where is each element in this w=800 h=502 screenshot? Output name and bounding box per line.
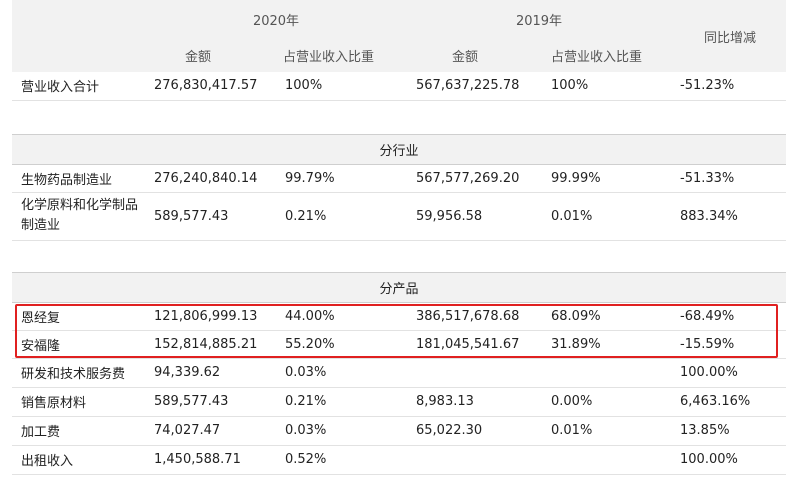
cell-amount-2019 xyxy=(407,445,542,475)
row-label: 化学原料和化学制品制造业 xyxy=(12,192,145,241)
cell-share-2020: 99.79% xyxy=(276,164,407,193)
cell-amount-2019: 567,637,225.78 xyxy=(407,72,542,101)
cell-share-2020: 44.00% xyxy=(276,302,407,331)
cell-yoy: 883.34% xyxy=(671,192,786,241)
cell-amount-2020: 94,339.62 xyxy=(145,358,276,388)
row-label: 生物药品制造业 xyxy=(12,164,145,193)
cell-share-2019 xyxy=(542,358,671,388)
cell-yoy: -51.33% xyxy=(671,164,786,193)
section-title-product: 分产品 xyxy=(12,271,786,303)
header-blank-2 xyxy=(12,38,145,72)
table-row: 加工费 74,027.47 0.03% 65,022.30 0.01% 13.8… xyxy=(12,416,786,446)
header-blank xyxy=(12,0,145,38)
cell-yoy: 100.00% xyxy=(671,445,786,475)
header-amount-2019: 金额 xyxy=(407,38,542,72)
cell-share-2020: 0.21% xyxy=(276,387,407,417)
row-label: 出租收入 xyxy=(12,445,145,475)
cell-share-2019: 68.09% xyxy=(542,302,671,331)
header-amount-2020: 金额 xyxy=(145,38,276,72)
cell-share-2019: 31.89% xyxy=(542,330,671,359)
cell-amount-2020: 276,830,417.57 xyxy=(145,72,276,101)
header-year-2019: 2019年 xyxy=(407,0,671,38)
cell-amount-2020: 74,027.47 xyxy=(145,416,276,446)
cell-share-2020: 100% xyxy=(276,72,407,101)
cell-yoy: -15.59% xyxy=(671,330,786,359)
table-row: 化学原料和化学制品制造业 589,577.43 0.21% 59,956.58 … xyxy=(12,192,786,241)
cell-amount-2019: 567,577,269.20 xyxy=(407,164,542,193)
table-row: 恩经复 121,806,999.13 44.00% 386,517,678.68… xyxy=(12,302,786,331)
spacer xyxy=(12,100,786,134)
table-row: 安福隆 152,814,885.21 55.20% 181,045,541.67… xyxy=(12,330,786,359)
cell-amount-2019: 8,983.13 xyxy=(407,387,542,417)
cell-yoy: 13.85% xyxy=(671,416,786,446)
cell-yoy: 100.00% xyxy=(671,358,786,388)
cell-yoy: -51.23% xyxy=(671,72,786,101)
cell-share-2019: 0.01% xyxy=(542,416,671,446)
row-label: 销售原材料 xyxy=(12,387,145,417)
cell-amount-2020: 152,814,885.21 xyxy=(145,330,276,359)
table-row: 生物药品制造业 276,240,840.14 99.79% 567,577,26… xyxy=(12,164,786,193)
cell-share-2019: 100% xyxy=(542,72,671,101)
cell-share-2019: 0.00% xyxy=(542,387,671,417)
table-row: 研发和技术服务费 94,339.62 0.03% 100.00% xyxy=(12,358,786,388)
cell-amount-2020: 1,450,588.71 xyxy=(145,445,276,475)
header-year-2020: 2020年 xyxy=(145,0,407,38)
table-row: 销售原材料 589,577.43 0.21% 8,983.13 0.00% 6,… xyxy=(12,387,786,417)
row-label: 安福隆 xyxy=(12,330,145,359)
cell-amount-2020: 276,240,840.14 xyxy=(145,164,276,193)
table-row: 出租收入 1,450,588.71 0.52% 100.00% xyxy=(12,445,786,475)
revenue-table: 2020年 2019年 同比增减 金额 占营业收入比重 金额 占营业收入比重 营… xyxy=(12,0,786,475)
cell-amount-2020: 589,577.43 xyxy=(145,192,276,241)
cell-share-2020: 0.21% xyxy=(276,192,407,241)
cell-amount-2019: 181,045,541.67 xyxy=(407,330,542,359)
row-label: 加工费 xyxy=(12,416,145,446)
section-title-industry: 分行业 xyxy=(12,133,786,165)
cell-share-2020: 55.20% xyxy=(276,330,407,359)
cell-yoy: -68.49% xyxy=(671,302,786,331)
cell-share-2020: 0.03% xyxy=(276,358,407,388)
revenue-table-container: 2020年 2019年 同比增减 金额 占营业收入比重 金额 占营业收入比重 营… xyxy=(12,0,786,475)
header-share-2019: 占营业收入比重 xyxy=(542,38,671,72)
cell-amount-2019 xyxy=(407,358,542,388)
row-label: 研发和技术服务费 xyxy=(12,358,145,388)
cell-share-2019: 99.99% xyxy=(542,164,671,193)
cell-amount-2020: 121,806,999.13 xyxy=(145,302,276,331)
row-label: 恩经复 xyxy=(12,302,145,331)
row-label: 营业收入合计 xyxy=(12,72,145,101)
cell-share-2020: 0.52% xyxy=(276,445,407,475)
cell-amount-2020: 589,577.43 xyxy=(145,387,276,417)
cell-amount-2019: 65,022.30 xyxy=(407,416,542,446)
table-row-total: 营业收入合计 276,830,417.57 100% 567,637,225.7… xyxy=(12,72,786,101)
cell-share-2019: 0.01% xyxy=(542,192,671,241)
cell-share-2019 xyxy=(542,445,671,475)
cell-amount-2019: 386,517,678.68 xyxy=(407,302,542,331)
header-share-2020: 占营业收入比重 xyxy=(276,38,407,72)
cell-amount-2019: 59,956.58 xyxy=(407,192,542,241)
cell-share-2020: 0.03% xyxy=(276,416,407,446)
header-yoy: 同比增减 xyxy=(671,0,786,72)
spacer xyxy=(12,240,786,272)
cell-yoy: 6,463.16% xyxy=(671,387,786,417)
